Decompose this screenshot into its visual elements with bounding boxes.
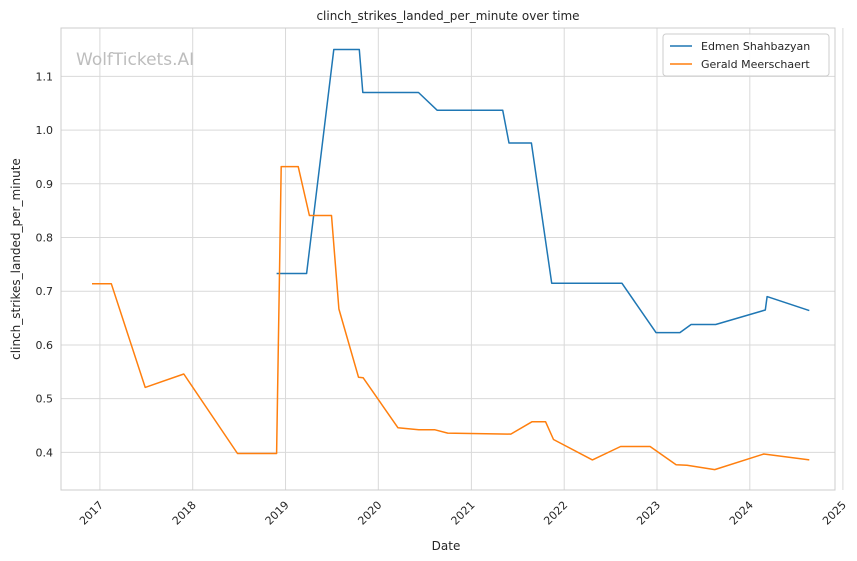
y-tick-label: 0.7: [36, 285, 54, 298]
series-line-gerald-meerschaert: [92, 165, 810, 471]
x-tick-label: 2024: [727, 499, 756, 528]
y-tick-label: 0.8: [36, 232, 54, 245]
y-tick-label: 0.9: [36, 178, 54, 191]
series-line-edmen-shahbazyan: [276, 48, 810, 334]
chart-title: clinch_strikes_landed_per_minute over ti…: [316, 9, 579, 23]
y-tick-label: 0.6: [36, 339, 54, 352]
legend-box: [662, 33, 830, 77]
y-tick-label: 0.5: [36, 393, 54, 406]
y-tick-label: 1.1: [36, 70, 54, 83]
x-tick-label: 2019: [263, 499, 292, 528]
x-tick-label: 2017: [77, 499, 106, 528]
legend-label-edmen: Edmen Shahbazyan: [701, 40, 810, 53]
y-tick-label: 0.4: [36, 446, 54, 459]
series-lines: [92, 48, 810, 471]
x-tick-label: 2025: [820, 499, 849, 528]
x-axis-label: Date: [432, 539, 461, 553]
watermark: WolfTickets.AI: [76, 50, 194, 70]
y-tick-label: 1.0: [36, 124, 54, 137]
y-axis-label: clinch_strikes_landed_per_minute: [9, 158, 23, 360]
x-tick-label: 2021: [449, 499, 478, 528]
x-ticks: 2017 2018 2019 2020 2021 2022 2023 2024 2025: [77, 499, 849, 528]
x-tick-label: 2018: [170, 499, 199, 528]
legend: Edmen Shahbazyan Gerald Meerschaert: [662, 33, 830, 77]
grid: [61, 28, 844, 490]
plot-background: [61, 28, 835, 490]
y-ticks: 0.4 0.5 0.6 0.7 0.8 0.9 1.0 1.1: [36, 70, 54, 459]
legend-label-gerald: Gerald Meerschaert: [701, 58, 810, 71]
plot-frame: [60, 27, 836, 491]
x-tick-label: 2022: [541, 499, 570, 528]
x-tick-label: 2023: [634, 499, 663, 528]
x-tick-label: 2020: [355, 499, 384, 528]
